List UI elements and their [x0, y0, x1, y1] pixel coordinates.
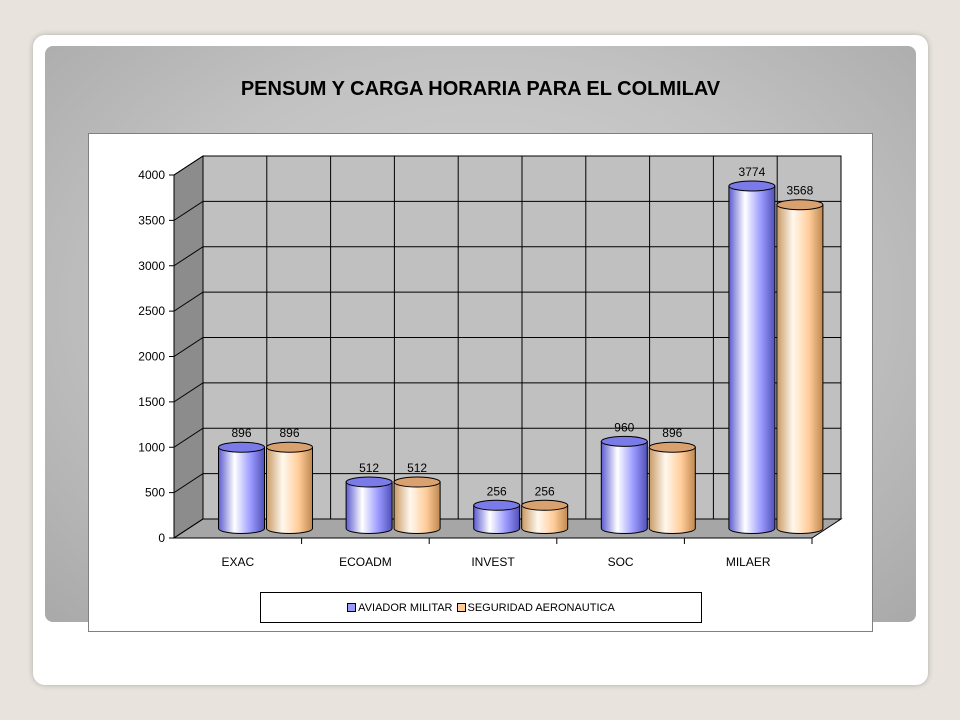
data-label: 960 — [614, 420, 634, 434]
y-tick-label: 1000 — [138, 440, 165, 454]
gridline-horizontal — [173, 427, 841, 448]
bar-top-cap — [345, 476, 393, 488]
bar-seguridad-aeronautica-exac — [266, 446, 313, 534]
data-label: 896 — [279, 426, 299, 440]
gridline-horizontal — [173, 246, 841, 267]
bar-top-cap — [600, 435, 648, 447]
x-tick-label: EXAC — [221, 555, 254, 569]
x-tick-label: ECOADM — [339, 555, 392, 569]
legend-item-series-2: SEGURIDAD AERONAUTICA — [456, 601, 615, 614]
bar-top-cap — [473, 499, 521, 511]
bar-top-cap — [266, 441, 313, 453]
bar-top-cap — [776, 199, 824, 211]
legend-item-series-1: AVIADOR MILITAR — [347, 601, 453, 614]
y-tick-label: 4000 — [138, 168, 165, 182]
bar-aviador-militar-exac — [218, 446, 265, 534]
y-tick-label: 1500 — [138, 395, 165, 409]
legend-label-series-1: AVIADOR MILITAR — [358, 601, 453, 614]
bar-aviador-militar-invest — [473, 504, 521, 534]
legend-label-series-2: SEGURIDAD AERONAUTICA — [467, 601, 615, 614]
bar-aviador-militar-soc — [600, 440, 648, 534]
bar-aviador-militar-ecoadm — [345, 481, 393, 534]
data-label: 3774 — [739, 165, 766, 179]
data-label: 896 — [231, 426, 251, 440]
data-label: 512 — [407, 461, 427, 475]
x-tick-label: INVEST — [471, 555, 515, 569]
bar-top-cap — [521, 499, 569, 511]
bar-top-cap — [648, 441, 696, 453]
y-tick-label: 3500 — [138, 213, 165, 227]
y-tick-label: 500 — [145, 486, 165, 500]
bar-seguridad-aeronautica-invest — [521, 504, 569, 534]
data-label: 896 — [662, 426, 682, 440]
bar-aviador-militar-milaer — [728, 185, 776, 534]
chart-legend: AVIADOR MILITAR SEGURIDAD AERONAUTICA — [260, 592, 702, 623]
bar-top-cap — [393, 476, 441, 488]
bar-seguridad-aeronautica-milaer — [776, 204, 824, 534]
x-tick-label: MILAER — [726, 555, 771, 569]
x-tick-label: SOC — [608, 555, 634, 569]
bar-top-cap — [218, 441, 265, 453]
y-tick-label: 2000 — [138, 350, 165, 364]
bar-seguridad-aeronautica-soc — [648, 446, 696, 534]
y-tick-label: 3000 — [138, 259, 165, 273]
y-tick-label: 2500 — [138, 304, 165, 318]
data-label: 256 — [535, 484, 555, 498]
data-label: 512 — [359, 461, 379, 475]
gridline-horizontal — [173, 337, 841, 357]
legend-swatch-series-1 — [347, 603, 357, 612]
y-tick-label: 0 — [158, 531, 165, 545]
data-label: 256 — [487, 484, 507, 498]
bar-top-cap — [728, 180, 776, 192]
gridline-horizontal — [173, 155, 841, 176]
gridline-horizontal — [173, 291, 841, 312]
gridline-horizontal — [173, 200, 841, 221]
bar-seguridad-aeronautica-ecoadm — [393, 481, 441, 534]
slide-title: PENSUM Y CARGA HORARIA PARA EL COLMILAV — [240, 78, 721, 100]
data-label: 3568 — [787, 184, 814, 198]
gridline-horizontal — [173, 382, 841, 403]
legend-swatch-series-2 — [456, 603, 466, 612]
